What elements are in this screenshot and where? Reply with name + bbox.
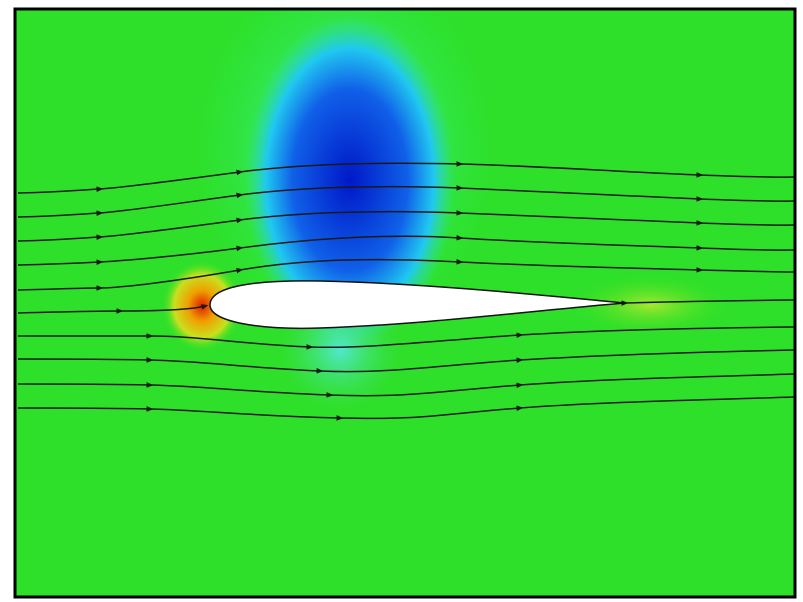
page [0, 0, 803, 602]
flow-visualization [0, 0, 803, 602]
field [16, 0, 795, 596]
